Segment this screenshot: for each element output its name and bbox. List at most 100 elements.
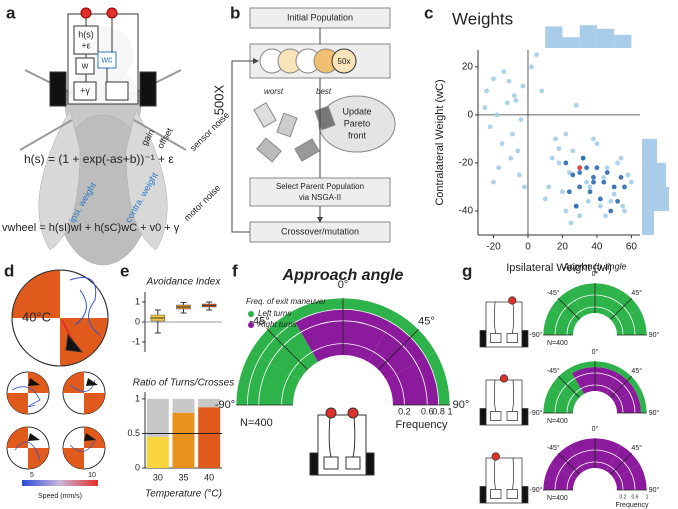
angle-line <box>610 297 633 320</box>
y-tick-label: 0.5 <box>127 428 140 438</box>
chart-title: Approach angle <box>562 261 626 271</box>
point <box>534 52 539 58</box>
bar-segment <box>146 436 169 468</box>
repeat: 500X <box>211 84 226 115</box>
point <box>603 213 608 219</box>
x-tick-label: 40 <box>591 242 603 253</box>
point <box>506 78 512 84</box>
colorbar-tick: 10 <box>88 472 96 479</box>
angle-label: -45° <box>547 289 560 297</box>
x-axis-label: Frequency <box>615 502 649 509</box>
point <box>563 131 569 137</box>
y-tick-label: 1 <box>135 296 140 306</box>
point <box>601 174 607 180</box>
step: Initial Population <box>287 12 353 22</box>
bubble-text: Pareto <box>344 118 371 128</box>
point <box>560 189 565 195</box>
point <box>487 124 493 130</box>
r-tick-label: 1 <box>447 406 452 416</box>
r-tick-label: 1 <box>646 494 649 500</box>
point <box>553 136 558 142</box>
panel-label: g <box>462 261 472 280</box>
point <box>496 165 502 171</box>
point <box>611 184 617 190</box>
histogram-bar <box>614 34 632 48</box>
temperature: 40°C <box>22 309 51 324</box>
step: Select Parent Population <box>276 182 364 191</box>
point <box>585 198 591 204</box>
panel-label: c <box>424 3 433 22</box>
point <box>508 155 514 161</box>
panel-label: d <box>4 261 14 280</box>
point <box>625 172 631 178</box>
legend-label: Right turns <box>258 320 297 329</box>
point <box>546 184 552 190</box>
annotation: motor noise <box>182 183 222 223</box>
sector <box>289 298 343 323</box>
label: worst <box>264 87 284 96</box>
point <box>511 93 517 99</box>
y-tick-label: -20 <box>459 158 474 169</box>
legend-swatch <box>248 311 254 317</box>
point <box>622 208 627 214</box>
point <box>587 189 593 195</box>
legend-title: Freq. of exit maneuver <box>246 297 326 306</box>
point <box>482 105 488 111</box>
sector <box>634 387 647 413</box>
chart-title: Weights <box>452 9 513 28</box>
annotation: N=400 <box>547 495 568 502</box>
angle-label: 90° <box>649 331 660 339</box>
point <box>584 165 589 171</box>
sector <box>425 351 450 405</box>
bar-segment <box>198 398 221 408</box>
point <box>597 196 603 202</box>
point <box>518 117 524 123</box>
point <box>522 184 527 190</box>
point <box>542 196 548 202</box>
chart-title: Approach angle <box>282 267 404 284</box>
point <box>491 179 496 185</box>
panel-label: e <box>120 261 129 280</box>
point <box>604 170 610 175</box>
angle-line <box>557 375 580 398</box>
y-tick-label: 0 <box>135 316 140 326</box>
point <box>513 98 519 103</box>
angle-label: 90° <box>649 409 660 417</box>
histogram-bar <box>545 26 563 48</box>
angle-label: -90° <box>215 399 235 411</box>
point <box>577 170 583 175</box>
point <box>580 155 586 161</box>
angle-label: 90° <box>453 399 470 411</box>
box-label: w <box>81 60 89 70</box>
sector <box>595 361 621 374</box>
angle-label: 45° <box>418 315 435 327</box>
point <box>611 191 617 197</box>
x-tick-label: 30 <box>153 472 163 482</box>
point <box>622 184 627 190</box>
x-tick-label: 40 <box>204 472 214 482</box>
point <box>618 155 624 161</box>
r-tick-label: 0.2 <box>398 406 411 416</box>
angle-line <box>557 452 580 475</box>
angle-line <box>557 297 580 320</box>
x-tick-label: 0 <box>525 242 531 253</box>
point <box>563 160 569 166</box>
sector <box>569 361 595 374</box>
point <box>510 131 515 137</box>
point <box>584 179 589 185</box>
point <box>615 160 620 166</box>
annotation: N=400 <box>547 418 568 425</box>
point <box>587 184 593 190</box>
point <box>573 102 579 108</box>
point <box>591 179 596 185</box>
angle-label: -90° <box>530 331 543 339</box>
arena <box>6 269 109 486</box>
bar-segment <box>146 398 169 437</box>
point <box>491 76 496 82</box>
box-label: wc <box>101 54 113 64</box>
annotation: offset <box>155 126 175 150</box>
y-tick-label: 1 <box>135 393 140 403</box>
angle-label: -45° <box>547 444 560 452</box>
angle-label: 0° <box>592 348 599 356</box>
histogram-bar <box>642 186 669 211</box>
